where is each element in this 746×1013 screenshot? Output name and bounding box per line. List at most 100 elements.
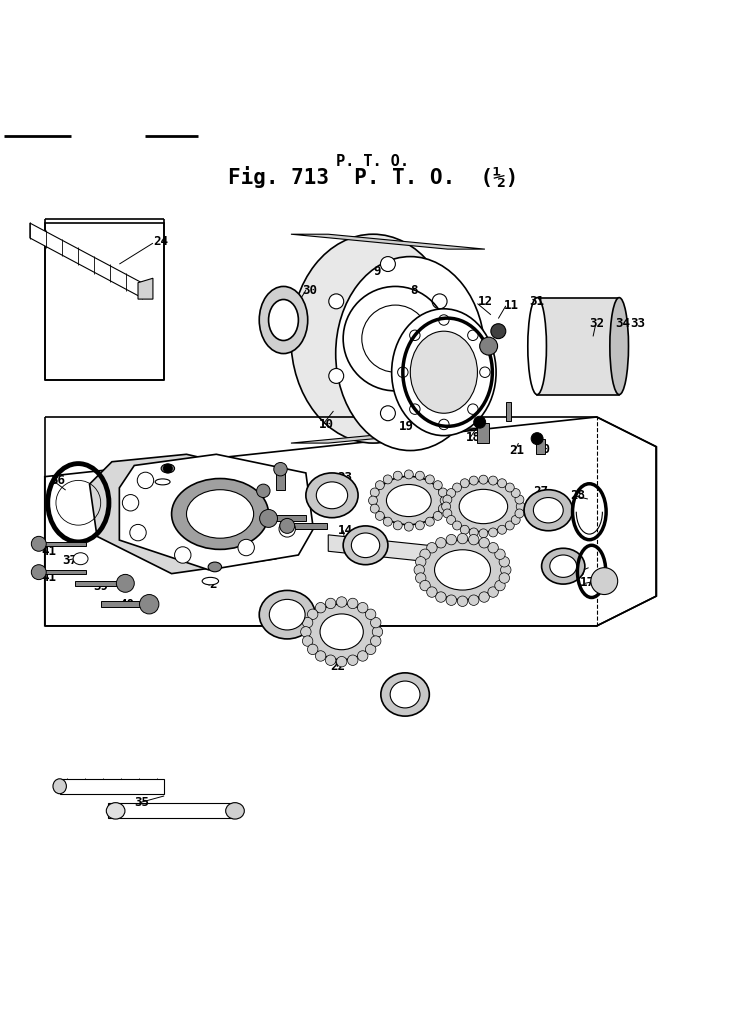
Text: 21: 21: [510, 444, 524, 457]
Circle shape: [460, 526, 469, 534]
Circle shape: [468, 595, 479, 606]
Polygon shape: [108, 803, 235, 819]
Polygon shape: [45, 223, 164, 380]
Ellipse shape: [351, 533, 380, 557]
Polygon shape: [60, 779, 164, 794]
Circle shape: [443, 509, 452, 518]
Circle shape: [307, 644, 318, 654]
Circle shape: [416, 471, 424, 480]
Circle shape: [325, 599, 336, 609]
Ellipse shape: [53, 779, 66, 794]
Ellipse shape: [550, 555, 577, 577]
Ellipse shape: [306, 473, 358, 518]
Circle shape: [383, 475, 392, 484]
Polygon shape: [291, 428, 485, 443]
Text: 23: 23: [337, 471, 352, 484]
Ellipse shape: [392, 309, 496, 436]
Circle shape: [336, 597, 347, 607]
Circle shape: [140, 595, 159, 614]
Ellipse shape: [308, 604, 375, 659]
Circle shape: [439, 419, 449, 430]
Circle shape: [393, 521, 402, 530]
Circle shape: [393, 471, 402, 480]
Circle shape: [383, 518, 392, 526]
Circle shape: [375, 512, 384, 521]
Polygon shape: [75, 581, 123, 586]
Text: 25: 25: [417, 475, 432, 487]
Ellipse shape: [172, 478, 269, 549]
Ellipse shape: [533, 497, 563, 523]
Text: 26: 26: [483, 485, 498, 498]
Ellipse shape: [343, 526, 388, 564]
Circle shape: [380, 256, 395, 271]
Circle shape: [480, 337, 498, 356]
Polygon shape: [119, 454, 313, 570]
Text: 32: 32: [589, 317, 604, 330]
Ellipse shape: [524, 489, 573, 531]
Circle shape: [436, 538, 446, 548]
Circle shape: [371, 636, 381, 646]
Circle shape: [130, 525, 146, 541]
Text: 41: 41: [41, 545, 56, 558]
Circle shape: [260, 510, 278, 528]
Circle shape: [468, 404, 478, 414]
Circle shape: [479, 475, 488, 484]
Text: 6: 6: [157, 464, 164, 477]
Circle shape: [375, 481, 384, 489]
Circle shape: [410, 330, 420, 340]
Ellipse shape: [161, 464, 175, 473]
Ellipse shape: [260, 591, 315, 639]
Circle shape: [366, 609, 376, 620]
Ellipse shape: [448, 481, 519, 532]
Circle shape: [443, 495, 452, 504]
Circle shape: [479, 538, 489, 548]
Circle shape: [31, 536, 46, 551]
Text: 41: 41: [252, 514, 267, 527]
Text: 10: 10: [319, 418, 334, 431]
Polygon shape: [289, 523, 327, 529]
Circle shape: [453, 483, 462, 492]
Ellipse shape: [421, 540, 504, 600]
Ellipse shape: [106, 802, 125, 820]
Ellipse shape: [386, 484, 431, 517]
Polygon shape: [101, 602, 145, 607]
Ellipse shape: [542, 548, 585, 585]
Text: 24: 24: [153, 235, 168, 248]
Ellipse shape: [73, 553, 88, 564]
Text: 15: 15: [350, 543, 365, 555]
Ellipse shape: [460, 489, 507, 524]
Circle shape: [469, 528, 478, 537]
Circle shape: [336, 656, 347, 667]
Text: 22: 22: [330, 660, 345, 674]
Circle shape: [446, 595, 457, 606]
Ellipse shape: [434, 550, 491, 590]
Circle shape: [380, 406, 395, 420]
Circle shape: [439, 315, 449, 325]
Polygon shape: [41, 570, 86, 574]
Polygon shape: [41, 542, 86, 546]
Text: 35: 35: [134, 796, 149, 809]
Circle shape: [460, 479, 469, 487]
Circle shape: [404, 522, 413, 531]
Circle shape: [515, 495, 524, 504]
Ellipse shape: [336, 256, 485, 451]
Polygon shape: [30, 223, 142, 298]
Polygon shape: [45, 417, 656, 626]
Polygon shape: [276, 471, 285, 490]
Text: 2: 2: [209, 578, 216, 592]
Circle shape: [257, 484, 270, 497]
Ellipse shape: [202, 577, 219, 585]
Circle shape: [31, 564, 46, 579]
Circle shape: [357, 650, 368, 661]
Ellipse shape: [410, 331, 477, 413]
Ellipse shape: [269, 600, 305, 630]
Text: 31: 31: [530, 295, 545, 308]
Circle shape: [447, 488, 456, 497]
Circle shape: [348, 655, 358, 666]
Circle shape: [499, 556, 510, 567]
Circle shape: [307, 609, 318, 620]
Circle shape: [398, 367, 408, 378]
Text: Fig. 713  P. T. O.  (½): Fig. 713 P. T. O. (½): [228, 166, 518, 187]
Circle shape: [439, 504, 448, 513]
Circle shape: [410, 404, 420, 414]
